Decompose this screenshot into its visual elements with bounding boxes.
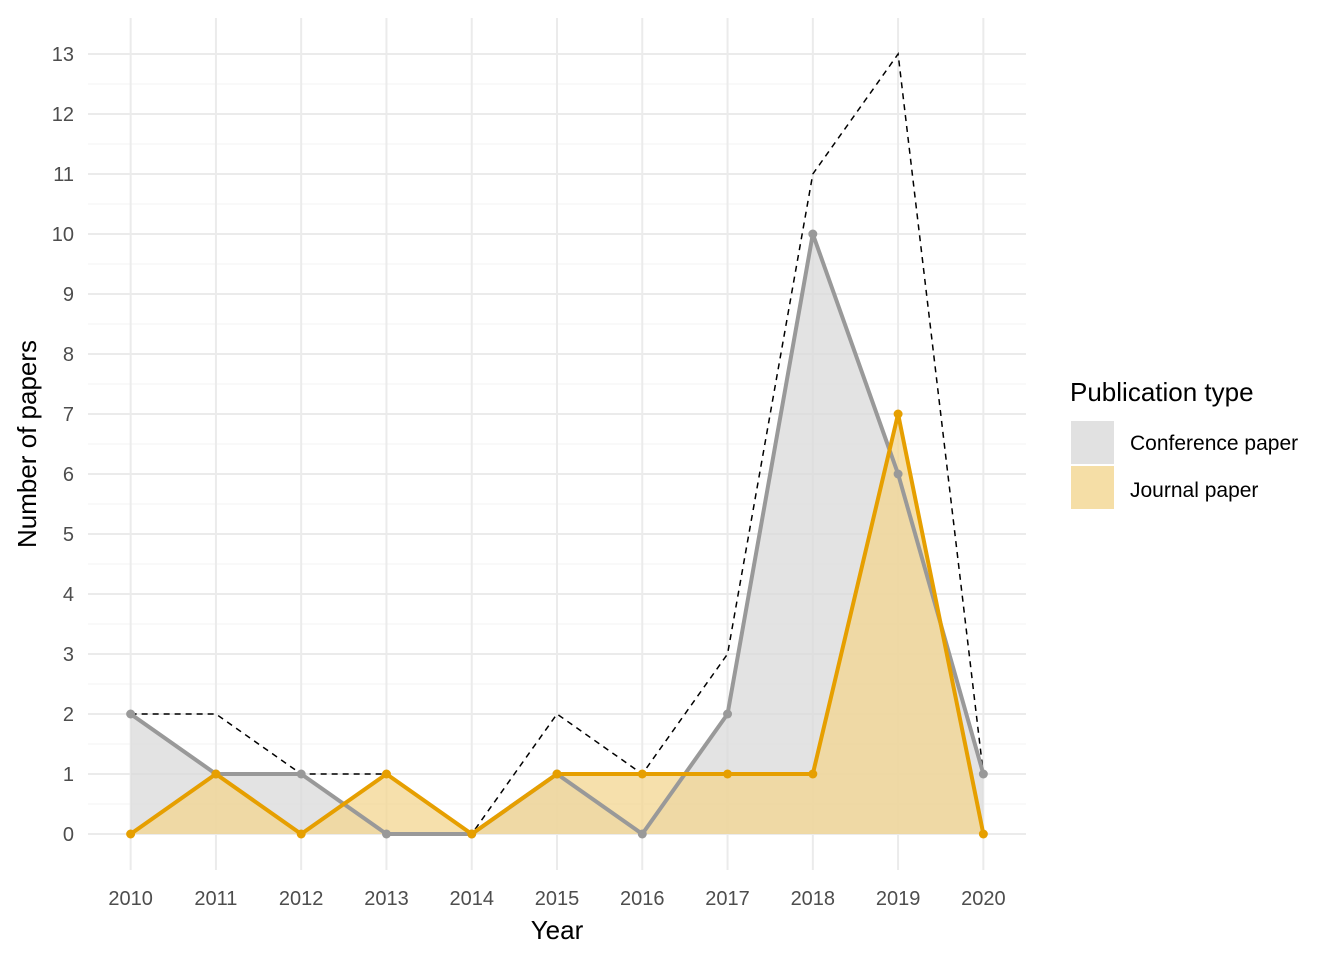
x-tick-label: 2014 xyxy=(449,888,494,910)
x-tick-label: 2012 xyxy=(279,888,324,910)
point-journal-paper xyxy=(808,769,818,779)
legend-label-conference-paper: Conference paper xyxy=(1130,432,1298,455)
x-tick-label: 2013 xyxy=(364,888,409,910)
x-tick-label: 2016 xyxy=(620,888,665,910)
y-tick-label: 1 xyxy=(63,764,74,786)
y-tick-label: 0 xyxy=(63,824,74,846)
y-tick-label: 12 xyxy=(52,104,74,126)
x-tick-label: 2019 xyxy=(876,888,921,910)
x-tick-label: 2011 xyxy=(194,888,237,910)
x-tick-label: 2018 xyxy=(791,888,836,910)
point-journal-paper xyxy=(467,829,477,839)
y-tick-label: 10 xyxy=(52,224,74,246)
area-conference-paper xyxy=(130,234,984,834)
x-tick-label: 2017 xyxy=(705,888,750,910)
area-journal-paper xyxy=(130,414,984,834)
area-layer xyxy=(130,234,984,834)
legend-title: Publication type xyxy=(1070,377,1254,407)
point-journal-paper xyxy=(552,769,562,779)
y-tick-label: 9 xyxy=(63,284,74,306)
y-tick-label: 4 xyxy=(63,584,74,606)
legend-key-journal-paper xyxy=(1071,466,1114,509)
point-journal-paper xyxy=(637,769,647,779)
point-journal-paper xyxy=(381,769,391,779)
x-tick-label: 2010 xyxy=(108,888,153,910)
point-conference-paper xyxy=(637,829,647,839)
point-journal-paper xyxy=(723,769,733,779)
y-tick-label: 8 xyxy=(63,344,74,366)
point-conference-paper xyxy=(978,769,988,779)
point-conference-paper xyxy=(893,469,903,479)
point-conference-paper xyxy=(808,229,818,239)
point-journal-paper xyxy=(211,769,221,779)
x-tick-label: 2015 xyxy=(535,888,580,910)
x-axis-title: Year xyxy=(531,915,584,945)
y-axis-title: Number of papers xyxy=(12,340,42,548)
y-tick-label: 11 xyxy=(53,164,74,186)
point-layer xyxy=(126,229,988,839)
point-journal-paper xyxy=(978,829,988,839)
legend: Publication type Conference paper Journa… xyxy=(1070,377,1298,509)
point-conference-paper xyxy=(296,769,306,779)
y-tick-label: 3 xyxy=(63,644,74,666)
y-tick-label: 7 xyxy=(63,404,74,426)
x-tick-label: 2020 xyxy=(961,888,1006,910)
point-conference-paper xyxy=(723,709,733,719)
point-journal-paper xyxy=(893,409,903,419)
point-journal-paper xyxy=(296,829,306,839)
point-journal-paper xyxy=(126,829,136,839)
y-tick-label: 5 xyxy=(63,524,74,546)
legend-key-conference-paper xyxy=(1071,421,1114,464)
y-tick-label: 6 xyxy=(63,464,74,486)
legend-label-journal-paper: Journal paper xyxy=(1130,479,1258,502)
y-tick-label: 2 xyxy=(63,704,74,726)
point-conference-paper xyxy=(381,829,391,839)
point-conference-paper xyxy=(126,709,136,719)
total-dashed-line xyxy=(130,51,985,836)
y-tick-label: 13 xyxy=(52,44,74,66)
